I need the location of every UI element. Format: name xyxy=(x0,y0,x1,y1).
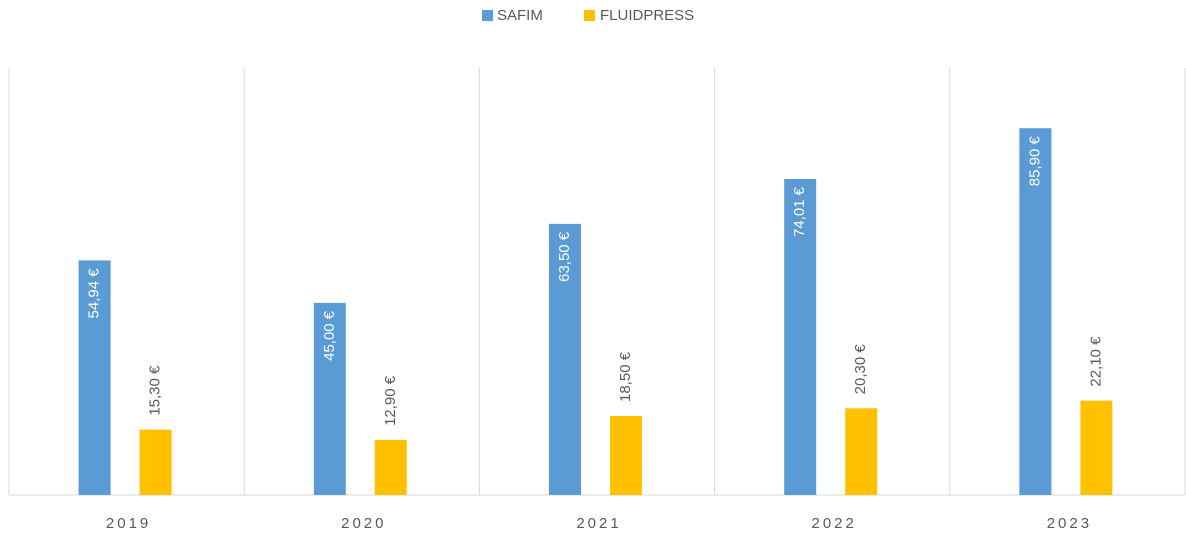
value-label: 54,94 € xyxy=(86,268,103,319)
legend-swatch xyxy=(584,10,595,21)
value-label: 63,50 € xyxy=(556,231,573,282)
bar xyxy=(374,439,407,495)
value-label: 22,10 € xyxy=(1087,336,1104,387)
x-tick-label: 2022 xyxy=(812,515,857,532)
bar xyxy=(313,302,346,495)
bar xyxy=(610,416,642,495)
legend-swatch xyxy=(482,10,493,21)
bar xyxy=(139,429,172,495)
bar xyxy=(549,223,581,496)
value-label: 20,30 € xyxy=(852,344,869,395)
x-tick-label: 2023 xyxy=(1047,515,1092,532)
value-label: 12,90 € xyxy=(382,375,399,426)
value-label: 74,01 € xyxy=(791,186,808,237)
x-tick-label: 2021 xyxy=(576,515,621,532)
bar xyxy=(78,260,111,495)
bar xyxy=(1019,128,1052,495)
x-tick-label: 2020 xyxy=(341,515,386,532)
value-label: 18,50 € xyxy=(617,351,634,402)
bar xyxy=(1080,400,1113,495)
value-label: 45,00 € xyxy=(321,310,338,361)
bar xyxy=(845,408,878,495)
legend-label: FLUIDPRESS xyxy=(600,7,694,24)
x-tick-label: 2019 xyxy=(106,515,151,532)
bar xyxy=(784,178,817,495)
value-label: 85,90 € xyxy=(1026,136,1043,187)
legend-label: SAFIM xyxy=(497,7,543,24)
value-label: 15,30 € xyxy=(147,365,164,416)
